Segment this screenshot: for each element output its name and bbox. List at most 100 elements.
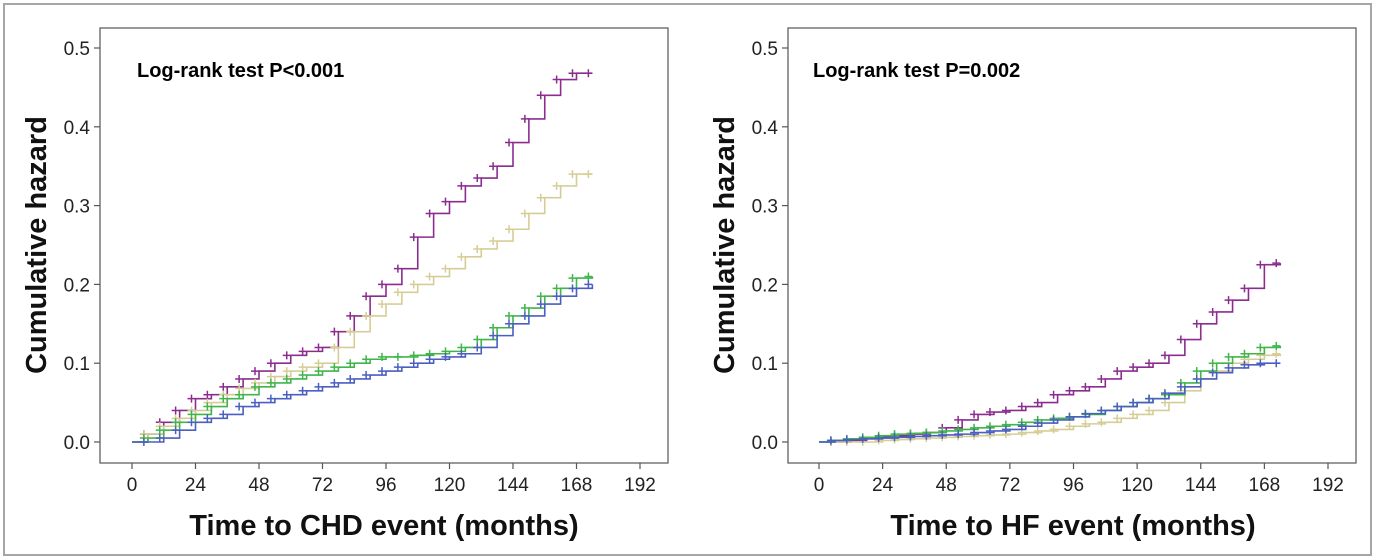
hf-blue-censor-mark <box>1272 359 1281 368</box>
chd-logrank-annotation: Log-rank test P<0.001 <box>137 60 344 82</box>
hf-blue-censor-mark <box>1145 394 1154 403</box>
hf-purple-censor-mark <box>954 415 963 424</box>
chd-panel: Log-rank test P<0.001 Time to CHD event … <box>21 27 669 542</box>
chd-blue-censor-mark <box>393 363 402 372</box>
hf-tan-censor-mark <box>1160 398 1169 407</box>
chd-purple-censor-mark <box>330 327 339 336</box>
chd-purple-censor-mark <box>298 347 307 356</box>
hf-blue-censor-mark <box>1081 409 1090 418</box>
chd-green-censor-mark <box>505 311 513 320</box>
chd-purple-censor-mark <box>568 69 577 78</box>
chd-green-censor-mark <box>155 426 164 435</box>
hf-blue-censor-mark <box>1208 368 1217 377</box>
hf-blue-censor-mark <box>1129 398 1138 407</box>
chd-green-censor-mark <box>362 355 371 364</box>
chd-blue-censor-mark <box>330 378 339 387</box>
chd-ticks: 0 24 48 72 96 120 144 168 192 0.0 0.1 0.2 0.3 0.4 0.5 <box>64 39 656 496</box>
chd-purple-censor-mark <box>457 181 466 190</box>
chd-green-censor-mark <box>568 274 577 283</box>
chd-y-tick-label: 0.1 <box>64 354 90 375</box>
chd-purple-censor-mark <box>171 406 180 415</box>
hf-tan-censor-mark <box>1033 426 1042 435</box>
chd-y-tick-label: 0.4 <box>64 118 91 139</box>
chd-x-tick-label: 96 <box>375 475 396 496</box>
hf-blue-censor-mark <box>970 428 979 437</box>
hf-x-tick-label: 24 <box>872 475 894 496</box>
hf-x-tick-label: 0 <box>814 475 825 496</box>
chd-green-censor-mark <box>584 272 593 281</box>
chd-green-censor-mark <box>409 351 418 360</box>
chd-green-censor-mark <box>219 394 228 403</box>
chd-purple-censor-mark <box>393 264 402 273</box>
chd-green-censor-mark <box>378 352 386 361</box>
chd-purple-censor-mark <box>346 311 355 320</box>
chd-tan-censor-mark <box>330 343 339 352</box>
hf-purple-censor-mark <box>1192 319 1201 328</box>
hf-purple-censor-mark <box>1176 335 1185 344</box>
chd-blue-censor-mark <box>171 426 180 435</box>
hf-tan-censor-mark <box>1097 418 1106 427</box>
chd-blue-censor-mark <box>298 386 307 395</box>
chd-purple-censor-mark <box>520 114 529 123</box>
chd-blue-censor-mark <box>266 394 275 403</box>
hf-purple-censor-mark <box>1033 398 1042 407</box>
chd-purple-censor-mark <box>536 91 545 100</box>
chd-blue-censor-mark <box>282 390 291 399</box>
chd-blue-censor-mark <box>155 434 164 443</box>
chd-green-censor-mark <box>473 335 482 344</box>
chd-blue-censor-mark <box>219 410 228 419</box>
hf-tan-censor-mark <box>1049 425 1058 434</box>
hf-y-tick-label: 0.3 <box>752 197 778 218</box>
hf-tan-censor-mark <box>1113 414 1122 423</box>
chd-x-tick-label: 144 <box>497 475 529 496</box>
hf-tan-censor-mark <box>1145 406 1154 415</box>
chd-y-axis-title: Cumulative hazard <box>21 116 53 374</box>
hf-green-censor-mark <box>1272 341 1281 350</box>
hf-purple-censor-mark <box>1256 260 1265 269</box>
chd-purple-censor-mark <box>552 75 561 84</box>
chd-purple-censor-mark <box>251 367 259 376</box>
chd-blue-censor-mark <box>409 359 418 368</box>
chd-blue-censor-mark <box>584 280 593 289</box>
chd-blue-curve <box>132 284 594 443</box>
hf-panel: Log-rank test P=0.002 Time to HF event (… <box>709 27 1357 542</box>
chd-blue-censor-mark <box>362 371 371 380</box>
chd-purple-censor-mark <box>187 394 196 403</box>
chd-purple-censor-mark <box>425 209 434 218</box>
hf-purple-censor-mark <box>1081 382 1090 391</box>
chd-green-censor-mark <box>266 378 275 387</box>
chd-green-censor-mark <box>520 304 529 313</box>
hf-purple-censor-mark <box>1224 296 1233 305</box>
chd-green-censor-mark <box>393 352 402 361</box>
hf-blue-censor-mark <box>1224 363 1233 372</box>
chd-green-censor-mark <box>330 363 339 372</box>
hf-green-censor-mark <box>1256 343 1265 352</box>
hf-blue-censor-mark <box>1097 406 1106 415</box>
chd-purple-censor-mark <box>266 359 275 368</box>
hf-purple-censor-mark <box>970 410 979 419</box>
chd-blue-censor-mark <box>346 374 355 383</box>
hf-blue-censor-mark <box>826 436 835 445</box>
chd-purple-censor-mark <box>505 138 513 147</box>
chd-tan-censor-mark <box>282 367 291 376</box>
chd-blue-censor-mark <box>235 402 244 411</box>
chd-series <box>132 69 594 446</box>
hf-blue-censor-mark <box>1192 374 1201 383</box>
hf-y-tick-label: 0.1 <box>752 354 778 375</box>
chd-x-tick-label: 168 <box>561 475 593 496</box>
chd-x-tick-label: 0 <box>127 475 138 496</box>
chd-tan-censor-mark <box>584 170 593 179</box>
chd-tan-censor-mark <box>505 225 513 234</box>
chd-blue-censor-mark <box>425 355 434 364</box>
hf-blue-censor-mark <box>1033 419 1042 428</box>
chd-plot-area <box>99 27 669 464</box>
chd-tan-censor-mark <box>409 280 418 289</box>
chd-y-tick-label: 0.0 <box>64 433 90 454</box>
chd-blue-censor-mark <box>314 382 323 391</box>
hf-blue-censor-mark <box>922 431 931 440</box>
hf-tan-censor-mark <box>1129 410 1138 419</box>
chd-green-censor-mark <box>314 367 323 376</box>
chd-green-censor-mark <box>171 418 180 427</box>
chd-blue-censor-mark <box>203 414 212 423</box>
chd-x-tick-label: 120 <box>434 475 466 496</box>
